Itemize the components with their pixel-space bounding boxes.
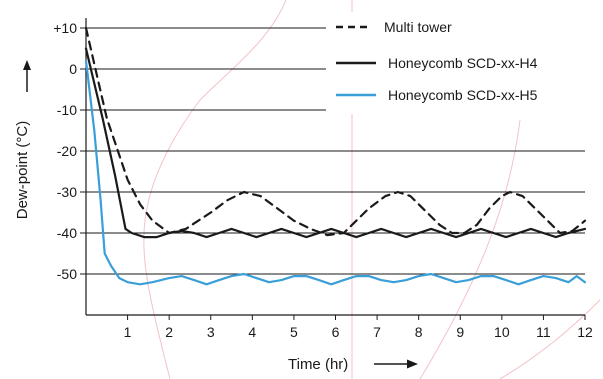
x-tick-label: 10 <box>494 324 510 340</box>
tick-label-layer: +100-10-20-30-40-501 2 3 4 5 6 7 8 9 10 11 12 <box>53 20 593 340</box>
x-axis-title: Time (hr) <box>288 356 348 373</box>
y-tick-label: -20 <box>57 143 77 159</box>
legend-label-honeycomb-h4: Honeycomb SCD-xx-H4 <box>388 55 538 71</box>
y-axis-title: Dew-point (°C) <box>14 121 31 220</box>
y-tick-label: -40 <box>57 225 77 241</box>
x-tick-label: 8 <box>415 324 423 340</box>
legend-item-honeycomb-h5: Honeycomb SCD-xx-H5 <box>336 87 538 103</box>
y-tick-label: -50 <box>57 266 77 282</box>
legend: Multi tower Honeycomb SCD-xx-H4 Honeycom… <box>326 12 596 114</box>
x-tick-label: 12 <box>577 324 593 340</box>
legend-label-honeycomb-h5: Honeycomb SCD-xx-H5 <box>388 87 538 103</box>
series-line-honeycomb-scd-xx-h4 <box>84 47 587 239</box>
x-axis-arrow-head <box>407 359 418 369</box>
x-tick-label: 4 <box>248 324 256 340</box>
y-tick-label: -30 <box>57 184 77 200</box>
legend-item-multi-tower: Multi tower <box>336 19 452 35</box>
x-tick-label: 2 <box>165 324 173 340</box>
y-tick-label: +10 <box>53 20 77 36</box>
y-tick-label: -10 <box>57 102 77 118</box>
x-tick-label: 3 <box>207 324 215 340</box>
x-tick-label: 11 <box>536 324 551 340</box>
y-tick-label: 0 <box>69 61 77 77</box>
y-axis-arrow <box>23 60 31 92</box>
x-tick-label: 1 <box>124 324 132 340</box>
background-scan-line <box>143 0 287 379</box>
x-tick-label: 7 <box>373 324 381 340</box>
background-scan-line <box>419 119 521 379</box>
y-axis-arrow-head <box>23 60 31 70</box>
background-scan-line <box>499 299 601 379</box>
x-tick-label: 6 <box>332 324 340 340</box>
series-line-honeycomb-scd-xx-h5 <box>84 59 587 286</box>
x-tick-label: 9 <box>456 324 464 340</box>
legend-label-multi-tower: Multi tower <box>384 19 452 35</box>
series-layer <box>84 26 587 286</box>
x-axis-arrow <box>374 359 418 369</box>
series-line-multi-tower <box>84 26 587 237</box>
legend-item-honeycomb-h4: Honeycomb SCD-xx-H4 <box>336 55 538 71</box>
x-tick-label: 5 <box>290 324 298 340</box>
